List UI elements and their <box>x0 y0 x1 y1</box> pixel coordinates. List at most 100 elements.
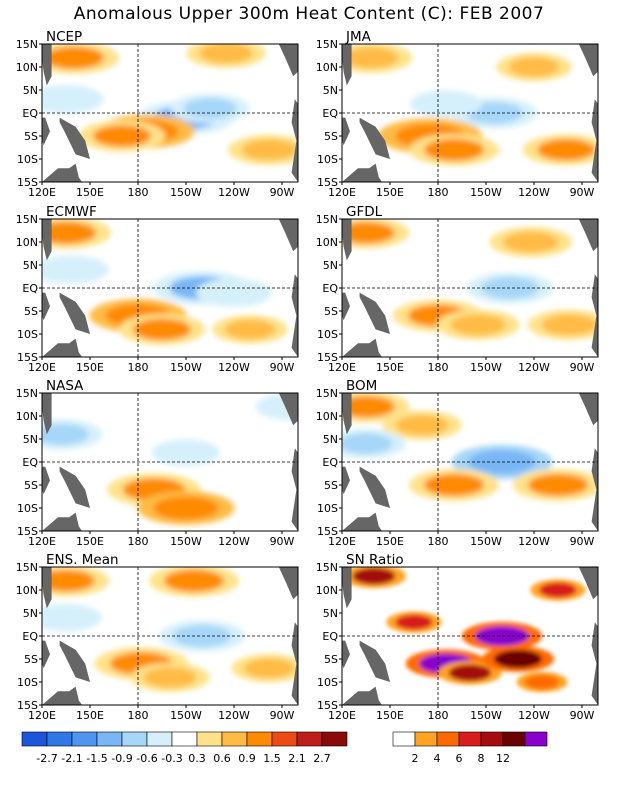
colorbar-cell <box>480 731 504 747</box>
colorbar-cell <box>196 731 223 747</box>
colorbar-label: 8 <box>478 752 485 765</box>
x-tick-label: 120W <box>218 709 250 722</box>
y-tick-label: 15N <box>16 38 38 51</box>
land-mass <box>591 448 598 531</box>
land-mass <box>42 219 52 261</box>
land-mass <box>59 640 90 682</box>
land-mass <box>42 163 82 182</box>
x-tick-label: 120E <box>28 186 56 199</box>
land-mass <box>42 117 50 146</box>
x-tick-label: 150W <box>170 709 202 722</box>
anomaly-core <box>93 125 151 147</box>
x-tick-label: 180 <box>428 709 449 722</box>
panel-title: ENS. Mean <box>46 552 119 568</box>
anomaly-core <box>164 569 224 592</box>
x-tick-label: 90W <box>570 535 595 548</box>
colorbar-cell <box>321 731 348 747</box>
x-tick-label: 150W <box>170 186 202 199</box>
x-tick-label: 120E <box>328 709 356 722</box>
y-tick-label: 15S <box>17 699 38 712</box>
y-tick-label: 5S <box>324 305 338 318</box>
colorbar-label: 2.1 <box>288 752 306 765</box>
y-tick-label: EQ <box>322 630 338 643</box>
anomaly-core <box>224 319 276 340</box>
x-tick-label: 150E <box>376 361 404 374</box>
colorbar-label: 1.5 <box>263 752 281 765</box>
x-tick-label: 180 <box>428 186 449 199</box>
colorbar-cell <box>458 731 482 747</box>
colorbar-cell <box>121 731 148 747</box>
y-tick-label: 15S <box>17 351 38 364</box>
land-mass <box>342 686 382 705</box>
anomaly-core <box>503 231 559 253</box>
colorbar-cell <box>21 731 48 747</box>
y-tick-label: 5N <box>23 84 38 97</box>
panel-ncep: 15N 10N 5N EQ 5S 10S 15S 120E 150E 180 150W 120W 90W… <box>0 28 300 199</box>
land-mass <box>42 338 82 357</box>
anomaly-core <box>44 46 104 69</box>
y-tick-label: EQ <box>22 282 38 295</box>
y-tick-label: 5N <box>323 84 338 97</box>
anomaly-core <box>241 139 297 161</box>
y-tick-label: 10S <box>317 676 338 689</box>
y-tick-label: 10S <box>317 502 338 515</box>
colorbar-cell <box>524 731 548 747</box>
land-mass <box>562 219 598 252</box>
figure-title: Anomalous Upper 300m Heat Content (C): F… <box>73 4 545 24</box>
y-tick-label: 10S <box>317 328 338 341</box>
x-tick-label: 90W <box>270 361 295 374</box>
colorbar-label: -0.3 <box>161 752 182 765</box>
anomaly-core <box>244 658 295 678</box>
y-tick-label: 10S <box>17 502 38 515</box>
land-mass <box>342 640 350 669</box>
anomaly-core <box>45 259 96 280</box>
land-mass <box>42 512 82 531</box>
panel-sn-ratio: 15N 10N 5N EQ 5S 10S 15S 120E 150E 180 150W 120W 90W… <box>300 551 600 722</box>
y-tick-label: 10N <box>16 584 38 597</box>
anomaly-core <box>42 424 89 445</box>
anomaly-core <box>468 450 536 474</box>
y-tick-label: EQ <box>322 282 338 295</box>
colorbar-cell <box>296 731 323 747</box>
y-tick-label: EQ <box>322 107 338 120</box>
panel-title: ECMWF <box>46 204 97 220</box>
anomaly-core <box>525 675 559 689</box>
land-mass <box>42 686 82 705</box>
panel-jma: 15N 10N 5N EQ 5S 10S 15S 120E 150E 180 150W 120W 90W… <box>300 28 600 199</box>
anomaly-core <box>539 582 577 598</box>
y-tick-label: 10N <box>16 410 38 423</box>
colorbar-label: 6 <box>456 752 463 765</box>
colorbar-label: -2.7 <box>36 752 57 765</box>
land-mass <box>291 99 298 182</box>
x-tick-label: 180 <box>128 535 149 548</box>
x-tick-label: 90W <box>270 709 295 722</box>
x-tick-label: 150E <box>376 535 404 548</box>
panel-bom: 15N 10N 5N EQ 5S 10S 15S 120E 150E 180 150W 120W 90W… <box>300 377 600 548</box>
y-tick-label: 15N <box>16 561 38 574</box>
y-tick-label: 10S <box>317 153 338 166</box>
y-tick-label: EQ <box>322 456 338 469</box>
anomaly-core <box>199 44 253 64</box>
x-tick-label: 90W <box>570 361 595 374</box>
y-tick-label: 10S <box>17 153 38 166</box>
anomaly-core <box>342 433 393 454</box>
anomaly-core <box>537 139 595 161</box>
land-mass <box>42 393 52 435</box>
x-tick-label: 180 <box>428 361 449 374</box>
y-tick-label: 10S <box>17 676 38 689</box>
colorbar-label: -1.5 <box>86 752 107 765</box>
y-tick-label: 5S <box>24 653 38 666</box>
land-mass <box>42 44 52 86</box>
y-tick-label: 5S <box>24 479 38 492</box>
colorbar-cell <box>414 731 438 747</box>
colorbar-cell <box>436 731 460 747</box>
anomaly-core <box>342 222 395 244</box>
land-mass <box>359 640 390 682</box>
x-tick-label: 90W <box>270 186 295 199</box>
colorbar-cell <box>502 731 526 747</box>
land-mass <box>342 512 382 531</box>
